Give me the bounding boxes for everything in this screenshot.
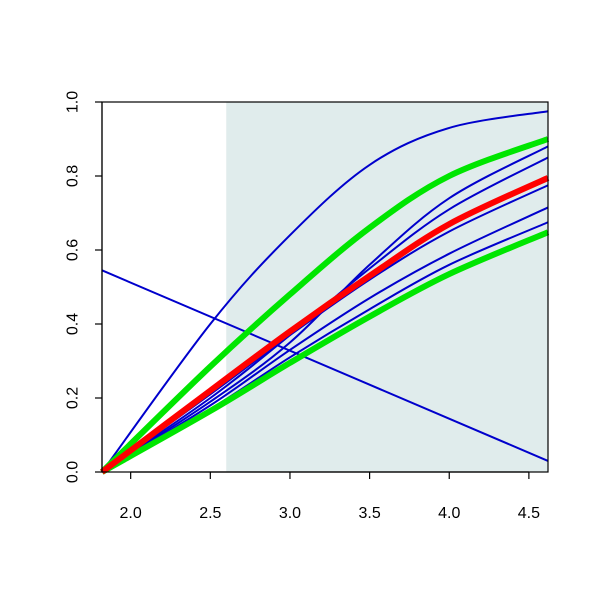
series-line-blue-1	[101, 110, 549, 473]
x-tick-label: 4.5	[518, 505, 540, 522]
series-layer	[99, 110, 550, 475]
y-tick-label: 0.6	[65, 239, 82, 261]
y-tick-label: 0.0	[65, 461, 82, 483]
y-tick-label: 0.8	[65, 165, 82, 187]
x-tick-label: 3.0	[279, 505, 301, 522]
x-tick-label: 3.5	[358, 505, 380, 522]
series-line-green-9	[100, 229, 550, 475]
y-tick-label: 0.2	[65, 387, 82, 409]
x-tick-label: 2.5	[199, 505, 221, 522]
x-tick-label: 4.0	[438, 505, 460, 522]
series-line-green-8	[99, 136, 550, 475]
series-line-blue-5	[101, 206, 549, 473]
series-line-blue-7	[101, 269, 549, 462]
x-tick-label: 2.0	[120, 505, 142, 522]
series-line-red-10	[100, 175, 550, 475]
y-tick-label: 1.0	[65, 91, 82, 113]
axes-layer: 2.0 2.5 3.0 3.5 4.0 4.5 0.0 0.2 0.4 0.6 0.8 1.0	[65, 91, 549, 522]
y-tick-label: 0.4	[65, 313, 82, 335]
